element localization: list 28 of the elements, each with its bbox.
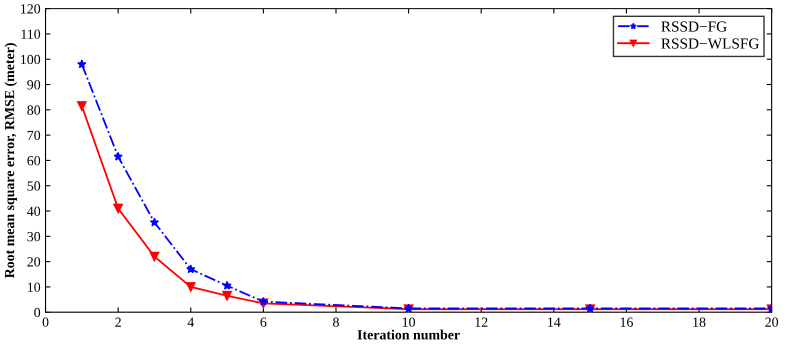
y-tick-label: 100 (21, 54, 40, 64)
y-axis-title: Root mean square error, RMSE (meter) (4, 43, 18, 278)
y-tick-label: 20 (27, 257, 40, 267)
y-tick-label: 0 (34, 308, 40, 318)
y-tick-label: 30 (27, 232, 40, 242)
x-tick-label: 4 (188, 318, 194, 327)
y-tick-label: 90 (27, 80, 40, 90)
x-tick-label: 14 (548, 318, 561, 327)
x-tick-label: 2 (115, 318, 121, 327)
y-tick-label: 40 (27, 206, 40, 216)
x-tick-label: 12 (475, 318, 488, 327)
x-tick-label: 18 (693, 317, 706, 327)
y-tick-label: 110 (22, 30, 40, 39)
y-tick-label: 120 (21, 4, 40, 14)
x-axis-title: Iteration number (358, 330, 460, 340)
legend-label: RSSD−FG (661, 21, 727, 32)
x-tick-label: 16 (620, 318, 633, 327)
y-tick-label: 80 (27, 105, 40, 115)
y-tick-label: 10 (28, 282, 40, 292)
x-tick-label: 0 (42, 317, 48, 327)
legend-label: RSSD−WLSFG (661, 38, 759, 49)
x-tick-label: 6 (260, 318, 266, 327)
x-tick-label: 20 (765, 317, 778, 327)
x-tick-label: 8 (333, 317, 339, 327)
y-tick-label: 70 (28, 130, 40, 140)
x-tick-label: 10 (402, 317, 416, 327)
y-tick-label: 50 (28, 181, 40, 191)
y-tick-label: 60 (27, 156, 40, 166)
